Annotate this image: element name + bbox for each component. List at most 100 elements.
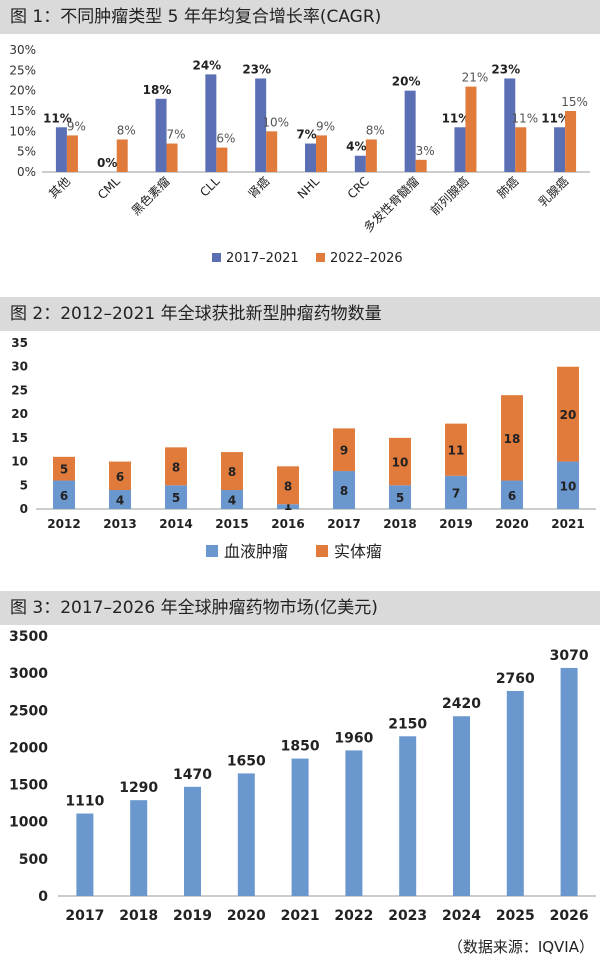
x-tick-label: 2018 bbox=[119, 908, 158, 924]
y-tick-label: 35 bbox=[11, 336, 28, 350]
data-source-note: （数据来源：IQVIA） bbox=[447, 938, 594, 956]
data-label: 9% bbox=[316, 119, 335, 133]
bar-market-size bbox=[560, 667, 578, 896]
data-label: 8 bbox=[340, 484, 348, 498]
x-tick-label: CML bbox=[95, 174, 123, 202]
data-label: 8% bbox=[117, 123, 136, 137]
legend-swatch bbox=[316, 545, 328, 557]
data-label: 3% bbox=[416, 144, 435, 158]
bar-series-b bbox=[66, 135, 78, 172]
legend-label: 血液肿瘤 bbox=[224, 542, 288, 561]
bar-series-b bbox=[166, 143, 178, 172]
data-label: 6 bbox=[116, 470, 124, 484]
bar-series-b bbox=[266, 131, 278, 172]
data-label: 11 bbox=[448, 444, 465, 458]
bar-series-a bbox=[354, 155, 366, 172]
x-tick-label: 2019 bbox=[173, 908, 212, 924]
data-label: 4 bbox=[116, 494, 124, 508]
bar-solid-tumor bbox=[557, 366, 579, 462]
x-tick-label: 2020 bbox=[227, 908, 266, 924]
legend-label: 2022–2026 bbox=[330, 251, 403, 266]
bar-solid-tumor bbox=[221, 452, 243, 491]
y-tick-label: 15% bbox=[9, 104, 36, 118]
x-tick-label: 2014 bbox=[159, 517, 192, 531]
x-tick-label: 前列腺癌 bbox=[427, 174, 472, 219]
bar-market-size bbox=[184, 786, 201, 896]
data-label: 5 bbox=[396, 491, 404, 505]
data-label: 21% bbox=[462, 71, 489, 85]
x-tick-label: 2017 bbox=[65, 908, 104, 924]
x-tick-label: 乳腺癌 bbox=[535, 174, 571, 210]
y-tick-label: 2500 bbox=[9, 703, 48, 719]
data-label: 1290 bbox=[119, 780, 158, 796]
y-tick-label: 3500 bbox=[9, 629, 48, 645]
data-label: 2760 bbox=[496, 671, 535, 687]
bar-solid-tumor bbox=[445, 423, 467, 476]
legend-swatch bbox=[212, 253, 221, 262]
data-label: 4 bbox=[228, 494, 236, 508]
bar-solid-tumor bbox=[501, 395, 523, 481]
data-label: 1650 bbox=[227, 753, 266, 769]
bar-market-size bbox=[399, 736, 417, 896]
bar-series-a bbox=[255, 78, 267, 172]
x-tick-label: CLL bbox=[197, 174, 223, 200]
data-label: 20 bbox=[560, 408, 577, 422]
x-tick-label: 2021 bbox=[281, 908, 320, 924]
bar-series-b bbox=[365, 139, 377, 172]
y-tick-label: 30 bbox=[11, 360, 28, 374]
bar-hematologic bbox=[445, 475, 467, 509]
x-tick-label: 2017 bbox=[327, 517, 360, 531]
y-tick-label: 5% bbox=[17, 145, 36, 159]
data-label: 11% bbox=[442, 111, 471, 125]
data-label: 7% bbox=[167, 128, 186, 142]
x-tick-label: 2020 bbox=[495, 517, 528, 531]
bar-hematologic bbox=[333, 471, 355, 509]
data-label: 2150 bbox=[388, 716, 427, 732]
data-label: 18 bbox=[504, 432, 521, 446]
y-tick-label: 20% bbox=[9, 84, 36, 98]
market-bar-chart: 0 500 1000 1500 2000 2500 3000 3500 1110 2017 1290… bbox=[9, 629, 596, 924]
data-label: 10 bbox=[560, 479, 577, 493]
y-tick-label: 0 bbox=[38, 889, 48, 905]
bar-hematologic bbox=[109, 490, 131, 509]
y-tick-label: 0% bbox=[17, 165, 36, 179]
legend-swatch bbox=[316, 253, 325, 262]
x-tick-label: 2022 bbox=[334, 908, 373, 924]
data-label: 4% bbox=[346, 140, 366, 154]
x-tick-label: 2023 bbox=[388, 908, 427, 924]
y-tick-label: 500 bbox=[19, 852, 48, 868]
bar-series-b bbox=[565, 111, 577, 172]
bar-hematologic bbox=[165, 485, 187, 509]
data-label: 8 bbox=[172, 460, 180, 474]
x-tick-label: 2018 bbox=[383, 517, 416, 531]
x-tick-label: NHL bbox=[295, 174, 323, 202]
y-tick-label: 1000 bbox=[9, 815, 48, 831]
bar-hematologic bbox=[221, 490, 243, 509]
chart-title-approvals: 图 2：2012–2021 年全球获批新型肿瘤药物数量 bbox=[0, 297, 600, 331]
bar-market-size bbox=[237, 773, 255, 896]
legend-label: 实体瘤 bbox=[334, 542, 382, 561]
data-label: 1 bbox=[284, 499, 292, 513]
data-label: 18% bbox=[143, 83, 172, 97]
bar-solid-tumor bbox=[109, 461, 131, 491]
chart-title-cagr: 图 1：不同肿瘤类型 5 年年均复合增长率(CAGR) bbox=[0, 0, 600, 34]
bar-market-size bbox=[345, 750, 363, 896]
bar-series-a bbox=[55, 127, 67, 172]
bar-hematologic bbox=[557, 461, 579, 509]
y-tick-label: 25% bbox=[9, 63, 36, 77]
y-tick-label: 1500 bbox=[9, 778, 48, 794]
bar-series-a bbox=[155, 98, 167, 172]
bar-solid-tumor bbox=[389, 437, 411, 486]
data-label: 11% bbox=[43, 111, 72, 125]
x-tick-label: 2025 bbox=[496, 908, 535, 924]
bar-solid-tumor bbox=[333, 428, 355, 472]
bar-series-a bbox=[404, 90, 416, 172]
chart-title-market: 图 3：2017–2026 年全球肿瘤药物市场(亿美元) bbox=[0, 591, 600, 625]
bar-series-b bbox=[316, 135, 327, 172]
x-tick-label: 其他 bbox=[46, 174, 73, 201]
x-tick-label: 2024 bbox=[442, 908, 481, 924]
approvals-stacked-bar-chart: 0510152025303565201246201358201448201518… bbox=[11, 336, 596, 561]
bar-hematologic bbox=[277, 504, 299, 509]
legend-label: 2017–2021 bbox=[226, 251, 299, 266]
x-tick-label: 2021 bbox=[551, 517, 584, 531]
